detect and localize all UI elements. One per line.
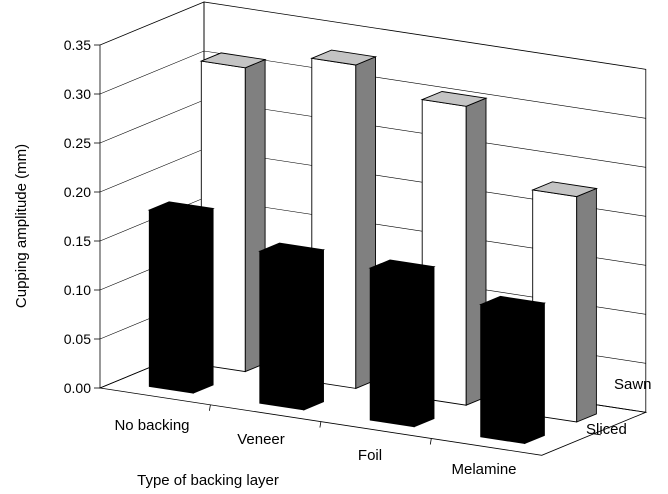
bar-front-face [369, 267, 415, 428]
x-category-label: Veneer [237, 431, 285, 448]
bar-front-face [148, 209, 194, 394]
gridline [99, 50, 646, 119]
bar-top-face [368, 259, 436, 276]
bar-top-face [479, 295, 547, 312]
bar-sliced-melamine [479, 295, 547, 445]
y-tick-label: 0.05 [64, 331, 91, 347]
x-tick-mark [429, 438, 432, 445]
y-tick-label: 0.20 [64, 184, 91, 200]
bar-top-face [147, 201, 215, 218]
bar-sliced-foil [368, 259, 436, 428]
bar-top-face [258, 242, 326, 259]
bar-front-face [259, 250, 305, 411]
bar-sliced-no-backing [147, 201, 215, 394]
x-category-label: Melamine [451, 461, 516, 478]
x-tick-mark [209, 404, 211, 411]
x-axis-title: Type of backing layer [137, 472, 279, 489]
bar-top-face [531, 181, 599, 198]
bar-sliced-veneer [258, 242, 326, 411]
bar-front-face [480, 303, 526, 445]
y-tick-label: 0.15 [64, 233, 91, 249]
series-label: Sliced [586, 421, 627, 438]
y-tick-label: 0.35 [64, 37, 91, 53]
bar-side-face [413, 266, 435, 428]
y-tick-label: 0.10 [64, 282, 91, 298]
bar-side-face [576, 187, 597, 423]
bar-top-face [310, 49, 378, 66]
y-axis-title: Cupping amplitude (mm) [13, 144, 30, 308]
x-tick-mark [319, 421, 322, 428]
bar-side-face [192, 207, 214, 394]
bar-side-face [524, 302, 545, 445]
y-tick-label: 0.30 [64, 86, 91, 102]
series-label: Sawn [614, 376, 652, 393]
y-tick-label: 0.00 [64, 380, 91, 396]
bar-top-face [199, 52, 267, 69]
x-category-label: No backing [114, 417, 189, 434]
bar-top-face [420, 91, 488, 107]
bar-side-face [303, 249, 324, 411]
x-category-label: Foil [358, 447, 382, 464]
y-tick-label: 0.25 [64, 135, 91, 151]
depth-tick-mark [593, 433, 601, 436]
